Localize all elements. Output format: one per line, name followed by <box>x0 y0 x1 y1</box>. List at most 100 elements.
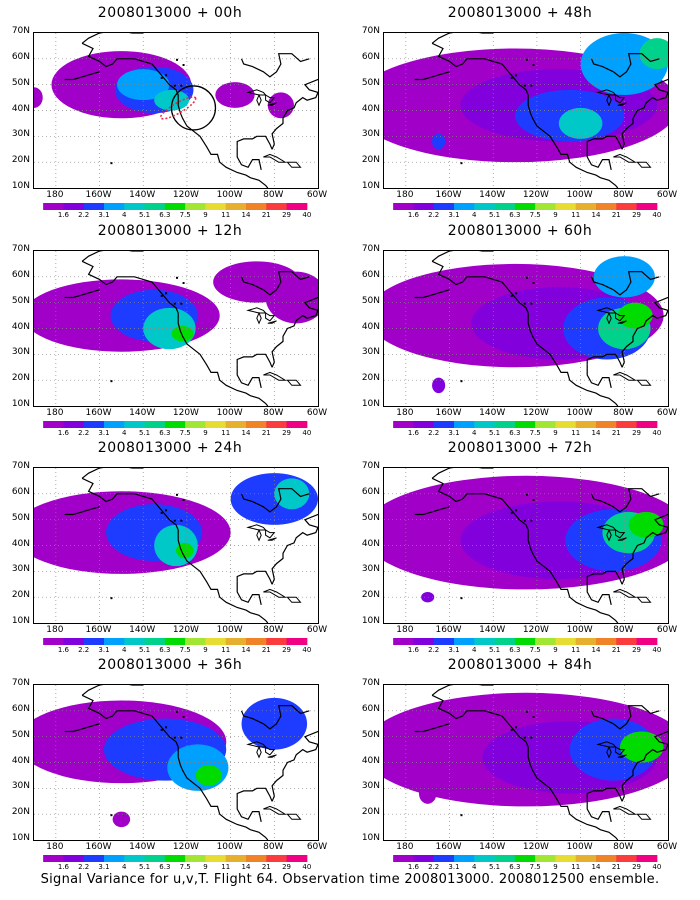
colorbar-tick-label: 7.5 <box>529 429 541 437</box>
lat-tick-label: 10N <box>11 399 30 409</box>
lon-tick-label: 60W <box>656 842 678 852</box>
colorbar-tick-label: 21 <box>261 429 271 437</box>
coastline <box>256 93 262 107</box>
colorbar-tick-label: 1.6 <box>407 646 419 654</box>
colorbar-tick-label: 6.3 <box>159 863 171 871</box>
coastline <box>431 33 494 44</box>
colorbar-swatch <box>266 421 288 428</box>
lat-tick-label: 70N <box>361 461 380 471</box>
colorbar-tick-label: 2.2 <box>78 863 90 871</box>
lon-tick-label: 160W <box>85 625 112 635</box>
colorbar <box>393 638 658 645</box>
colorbar-tick-label: 6.3 <box>159 429 171 437</box>
colorbar-tick-label: 4 <box>472 646 477 654</box>
coastline <box>256 745 262 759</box>
colorbar-tick-label: 40 <box>302 646 312 654</box>
coastline <box>81 694 269 840</box>
lat-tick-label: 30N <box>361 129 380 140</box>
lon-tick-label: 100W <box>216 190 243 200</box>
lat-tick-label: 20N <box>361 155 380 166</box>
lat-tick-label: 40N <box>11 103 30 114</box>
colorbar-tick-label: 1.6 <box>57 211 69 219</box>
coastline <box>586 364 612 389</box>
lat-tick-label: 40N <box>11 321 30 332</box>
colorbar-tick-label: 9 <box>203 863 208 871</box>
coastline <box>265 312 276 322</box>
colorbar-swatch <box>596 638 617 645</box>
coastline <box>613 588 638 598</box>
island-mark <box>460 162 463 165</box>
colorbar-swatch <box>616 855 638 862</box>
colorbar-tick-label: 21 <box>611 429 621 437</box>
colorbar-tick-label: 11 <box>571 429 581 437</box>
colorbar-swatch <box>43 203 64 210</box>
lat-tick-label: 10N <box>361 833 380 843</box>
map-panel: 2008013000 + 84h 70N 60N 50N 40N 30N 20N 10N 180… <box>350 657 690 871</box>
island-mark <box>176 710 178 713</box>
lat-tick-label: 70N <box>11 461 30 471</box>
colorbar-tick-label: 21 <box>611 211 621 219</box>
island-mark <box>165 292 168 295</box>
panel-title: 2008013000 + 84h <box>447 657 593 673</box>
coastline <box>240 705 310 730</box>
island-mark <box>110 162 113 165</box>
colorbar-swatch <box>636 855 658 862</box>
colorbar-tick-label: 5.1 <box>138 863 151 871</box>
island-mark <box>523 84 526 87</box>
colorbar-tick-label: 14 <box>591 211 601 219</box>
colorbar-swatch <box>83 203 105 210</box>
coastline <box>267 320 277 324</box>
colorbar-swatch <box>494 203 516 210</box>
island-mark <box>176 58 178 61</box>
colorbar-swatch <box>514 203 536 210</box>
colorbar-tick-label: 40 <box>302 429 312 437</box>
colorbar-tick-label: 2.2 <box>428 863 440 871</box>
colorbar <box>43 638 308 645</box>
lon-tick-label: 180 <box>46 190 64 200</box>
lon-tick-label: 120W <box>172 842 199 852</box>
lon-tick-label: 100W <box>216 842 243 852</box>
colorbar-tick-label: 1.6 <box>407 863 419 871</box>
lon-tick-label: 80W <box>263 625 284 635</box>
coastline <box>621 730 668 802</box>
map-panel: 2008013000 + 48h 70N 60N 50N 40N 30N 20N 10N 180… <box>350 5 690 219</box>
lon-tick-label: 80W <box>613 408 634 418</box>
lon-tick-label: 120W <box>522 190 549 200</box>
colorbar-swatch <box>555 421 577 428</box>
island-mark <box>110 814 113 817</box>
lat-tick-label: 30N <box>11 129 30 140</box>
coastline <box>590 53 660 78</box>
coastline <box>414 71 450 81</box>
lon-tick-label: 140W <box>479 190 506 200</box>
colorbar-tick-label: 11 <box>571 211 581 219</box>
colorbar-swatch <box>454 203 475 210</box>
island-mark <box>165 509 168 512</box>
colorbar-swatch <box>596 855 617 862</box>
lat-tick-label: 40N <box>11 755 30 766</box>
colorbar-swatch <box>474 203 496 210</box>
coastline <box>263 805 288 815</box>
lon-tick-label: 120W <box>172 408 199 418</box>
island-mark <box>526 276 528 279</box>
colorbar-swatch <box>454 421 475 428</box>
colorbar-swatch <box>555 638 577 645</box>
colorbar-tick-label: 29 <box>632 429 642 437</box>
variance-contour <box>171 325 194 342</box>
colorbar-tick-label: 14 <box>241 646 251 654</box>
colorbar-tick-label: 11 <box>571 863 581 871</box>
colorbar-tick-label: 5.1 <box>488 211 501 219</box>
coastline <box>636 813 652 820</box>
colorbar-tick-label: 29 <box>632 863 642 871</box>
coastline <box>265 529 276 539</box>
colorbar-swatch <box>205 638 227 645</box>
island-mark <box>176 493 178 496</box>
coastline <box>617 320 627 324</box>
colorbar-tick-label: 1.6 <box>57 429 69 437</box>
lat-tick-label: 20N <box>11 373 30 384</box>
coastline <box>236 787 273 802</box>
lat-tick-label: 60N <box>11 703 30 714</box>
colorbar-swatch <box>246 203 267 210</box>
lat-tick-label: 30N <box>11 564 30 575</box>
colorbar-swatch <box>43 855 64 862</box>
island-mark <box>530 736 533 739</box>
